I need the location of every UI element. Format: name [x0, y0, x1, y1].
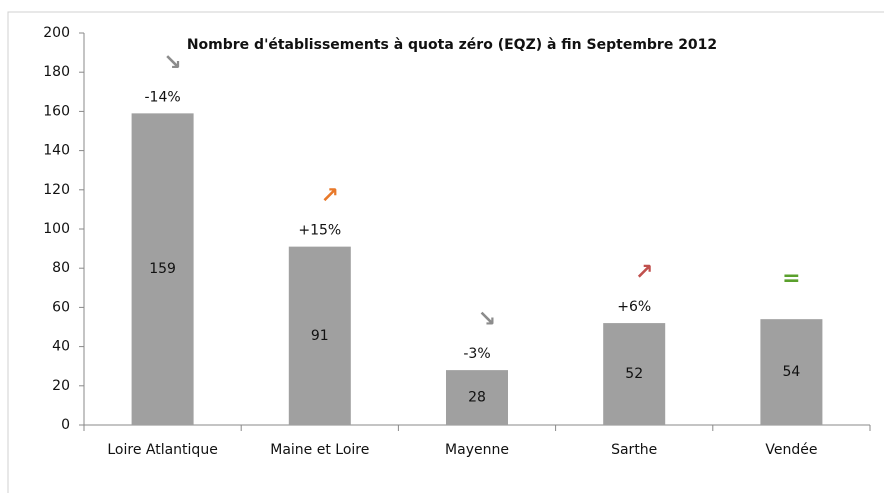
change-label: -3%: [463, 346, 490, 362]
y-tick-label: 160: [43, 103, 70, 119]
y-tick-label: 180: [43, 64, 70, 80]
data-label: 159: [149, 261, 176, 277]
chart-title: Nombre d'établissements à quota zéro (EQ…: [187, 37, 717, 53]
bar: [760, 319, 823, 425]
data-label: 52: [625, 366, 643, 382]
trend-symbol: =: [782, 266, 800, 291]
y-tick-label: 20: [52, 378, 70, 394]
y-tick-label: 60: [52, 299, 70, 315]
bar: [131, 113, 194, 426]
data-label: 28: [468, 390, 486, 406]
y-tick-label: 0: [61, 417, 70, 433]
y-tick-label: 200: [43, 25, 70, 41]
y-tick-label: 120: [43, 182, 70, 198]
change-label: -14%: [145, 89, 181, 105]
bar: [603, 323, 666, 425]
trend-symbol: ↗: [635, 260, 653, 285]
data-label: 91: [311, 328, 329, 344]
change-label: +15%: [298, 223, 341, 239]
x-tick-label: Vendée: [765, 442, 817, 458]
trend-symbol: ↗: [321, 184, 339, 209]
data-label: 54: [782, 364, 800, 380]
x-tick-label: Loire Atlantique: [107, 442, 217, 458]
change-label: +6%: [617, 299, 651, 315]
bar: [446, 370, 508, 425]
x-tick-label: Mayenne: [445, 442, 509, 458]
x-tick-label: Sarthe: [611, 442, 657, 458]
trend-symbol: ↘: [478, 307, 496, 332]
y-tick-label: 140: [43, 143, 70, 159]
bar: [288, 246, 351, 425]
y-tick-label: 80: [52, 260, 70, 276]
y-tick-label: 40: [52, 339, 70, 355]
trend-symbol: ↘: [163, 50, 181, 75]
chart-frame: [7, 11, 884, 493]
x-tick-label: Maine et Loire: [270, 442, 369, 458]
y-tick-label: 100: [43, 221, 70, 237]
